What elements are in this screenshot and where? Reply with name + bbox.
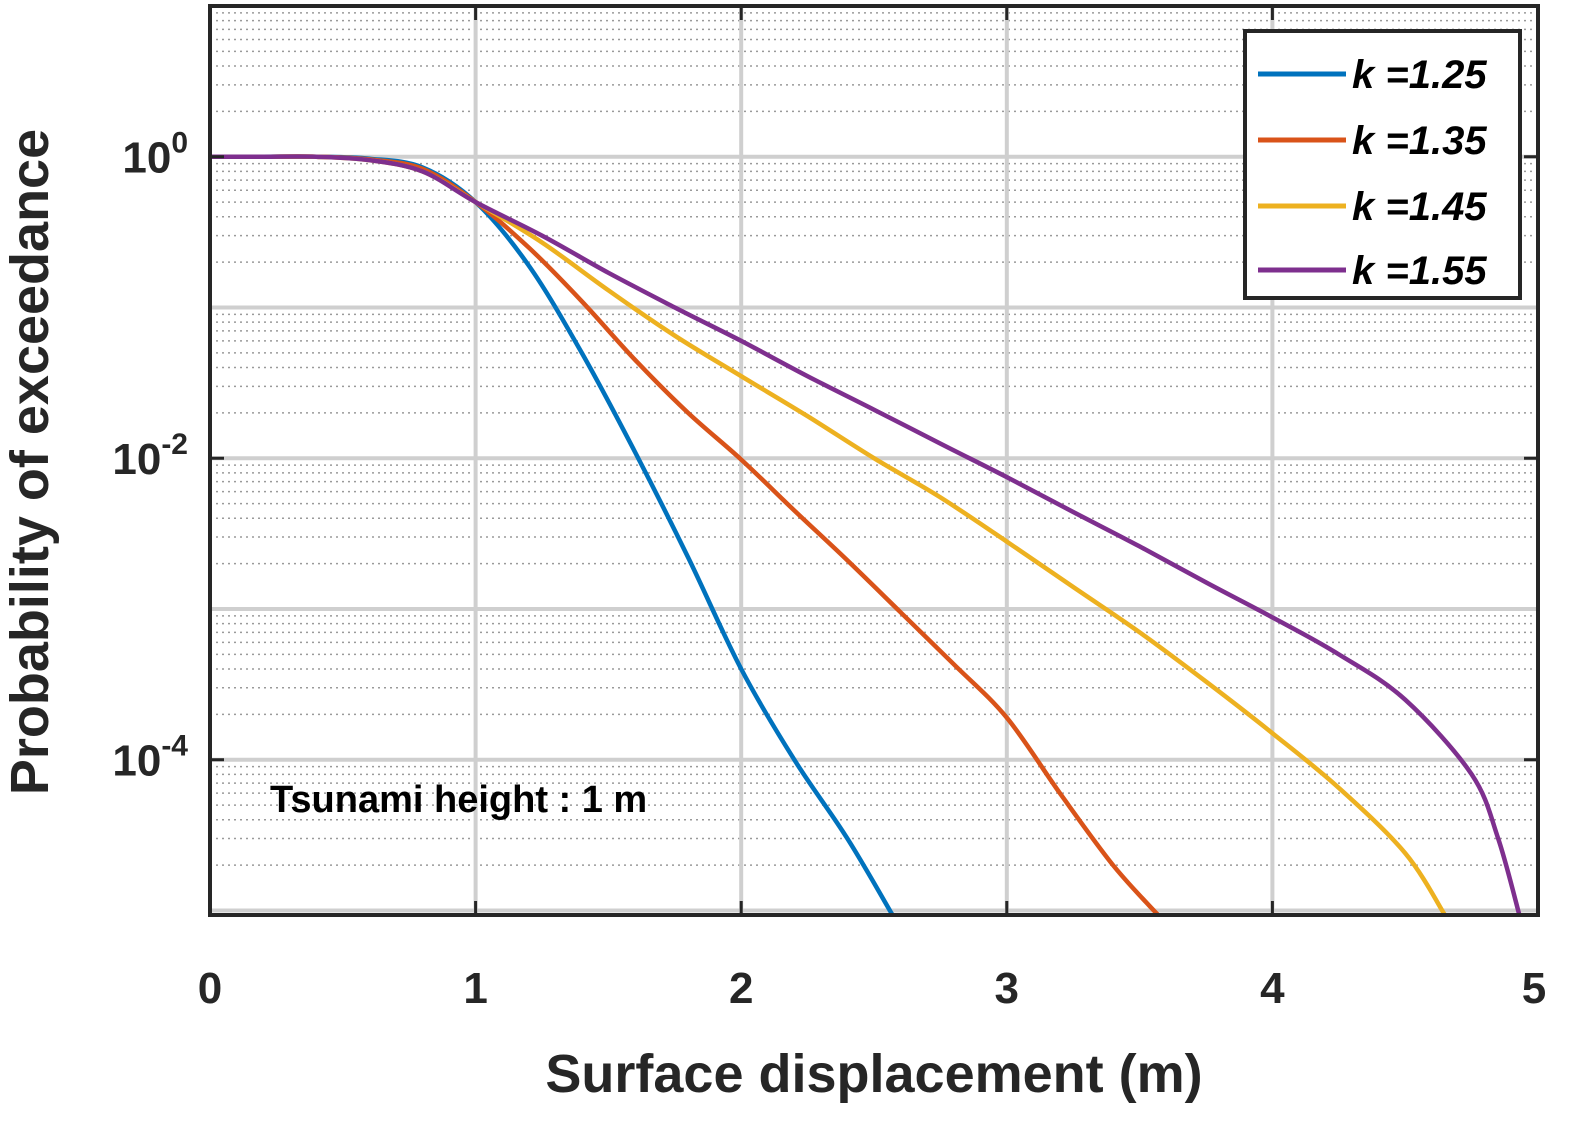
series-lines	[210, 154, 1522, 917]
legend-label-3: k =1.45	[1352, 185, 1487, 229]
annotation-text: Tsunami height : 1 m	[270, 779, 647, 821]
x-axis-label: Surface displacement (m)	[545, 1044, 1202, 1104]
x-tick-label: 1	[463, 964, 487, 1013]
x-tick-label: 4	[1260, 964, 1285, 1013]
legend-label-2: k =1.35	[1352, 119, 1487, 163]
x-tick-label: 2	[729, 964, 753, 1013]
grid	[210, 6, 1538, 915]
x-tick-label: 5	[1522, 964, 1546, 1013]
x-tick-label: 0	[198, 964, 222, 1013]
legend-label-4: k =1.55	[1352, 249, 1487, 293]
y-tick-label: 10-4	[112, 730, 188, 786]
tick-labels: 0 1 2 3 4 5 100 10-2 10-4	[112, 6, 1546, 1013]
x-tick-label: 3	[995, 964, 1019, 1013]
legend-label-1: k =1.25	[1352, 53, 1487, 97]
y-tick-label: 100	[122, 127, 188, 183]
y-axis-label: Probability of exceedance	[0, 129, 60, 795]
plot-frame	[208, 4, 1540, 917]
legend: k =1.25 k =1.35 k =1.45 k =1.55	[1243, 29, 1522, 300]
series-line-4	[210, 154, 1522, 916]
y-tick-label: 10-2	[112, 428, 188, 484]
